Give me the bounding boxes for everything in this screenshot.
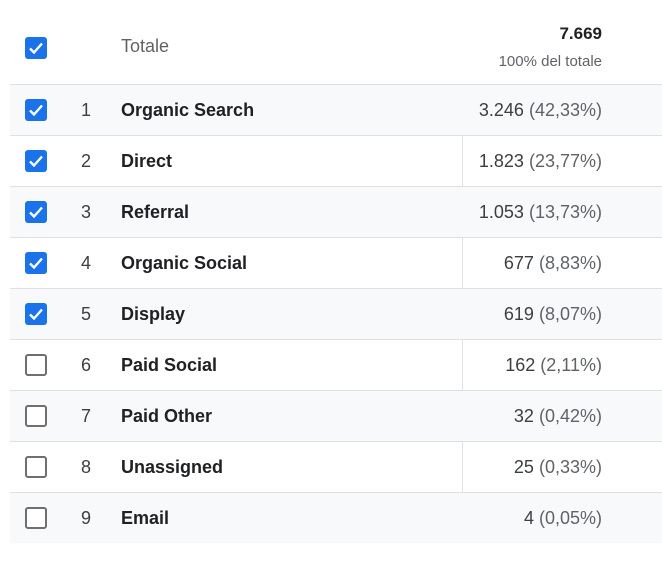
table-row: 2 Direct 1.823 (23,77%) xyxy=(10,135,662,186)
total-percent-label: 100% del totale xyxy=(498,53,602,70)
value-number: 4 xyxy=(523,508,534,528)
column-divider xyxy=(462,0,463,542)
table-row: 5 Display 619 (8,07%) xyxy=(10,288,662,339)
row-checkbox[interactable] xyxy=(25,150,47,172)
channel-label: Paid Other xyxy=(121,406,213,426)
row-rank: 6 xyxy=(80,355,91,375)
row-checkbox[interactable] xyxy=(25,405,47,427)
total-value: 7.669 xyxy=(559,24,602,43)
checkmark-icon xyxy=(29,155,43,168)
value-number: 677 xyxy=(503,253,534,273)
checkmark-icon xyxy=(29,257,43,270)
table-header-row: Totale 7.669 100% del totale xyxy=(10,0,662,84)
channel-value: 1.823 (23,77%) xyxy=(479,136,602,187)
value-percent: (2,11%) xyxy=(540,355,602,375)
channel-value: 25 (0,33%) xyxy=(514,442,602,493)
channel-label: Organic Search xyxy=(121,100,255,120)
channel-value: 32 (0,42%) xyxy=(514,391,602,442)
value-percent: (0,42%) xyxy=(538,406,602,426)
checkmark-icon xyxy=(29,206,43,219)
value-number: 1.823 xyxy=(478,151,524,171)
value-percent: (23,77%) xyxy=(528,151,602,171)
value-number: 162 xyxy=(505,355,536,375)
row-checkbox[interactable] xyxy=(25,303,47,325)
channel-value: 619 (8,07%) xyxy=(504,289,602,340)
channel-label: Unassigned xyxy=(121,457,224,477)
table-row: 3 Referral 1.053 (13,73%) xyxy=(10,186,662,237)
table-row: 6 Paid Social 162 (2,11%) xyxy=(10,339,662,390)
value-percent: (8,07%) xyxy=(538,304,602,324)
value-number: 1.053 xyxy=(478,202,524,222)
row-rank: 4 xyxy=(80,253,91,273)
value-number: 3.246 xyxy=(478,100,524,120)
row-rank: 2 xyxy=(80,151,91,171)
channel-value: 1.053 (13,73%) xyxy=(479,187,602,238)
channel-label: Referral xyxy=(121,202,190,222)
channel-value: 3.246 (42,33%) xyxy=(479,85,602,136)
channel-table: Totale 7.669 100% del totale 1 Organic S… xyxy=(10,0,662,543)
table-row: 1 Organic Search 3.246 (42,33%) xyxy=(10,84,662,135)
table-row: 8 Unassigned 25 (0,33%) xyxy=(10,441,662,492)
row-checkbox[interactable] xyxy=(25,507,47,529)
row-checkbox[interactable] xyxy=(25,201,47,223)
channel-value: 677 (8,83%) xyxy=(504,238,602,289)
checkmark-icon xyxy=(29,104,43,117)
row-checkbox[interactable] xyxy=(25,354,47,376)
value-percent: (13,73%) xyxy=(528,202,602,222)
row-rank: 1 xyxy=(80,100,91,120)
table-row: 9 Email 4 (0,05%) xyxy=(10,492,662,543)
row-rank: 8 xyxy=(80,457,91,477)
row-checkbox[interactable] xyxy=(25,252,47,274)
value-percent: (0,05%) xyxy=(538,508,602,528)
row-rank: 3 xyxy=(80,202,91,222)
value-number: 25 xyxy=(513,457,534,477)
value-percent: (42,33%) xyxy=(528,100,602,120)
row-rank: 9 xyxy=(80,508,91,528)
checkmark-icon xyxy=(29,42,43,55)
table-row: 4 Organic Social 677 (8,83%) xyxy=(10,237,662,288)
channel-label: Paid Social xyxy=(121,355,218,375)
channel-label: Display xyxy=(121,304,186,324)
row-checkbox[interactable] xyxy=(25,456,47,478)
checkmark-icon xyxy=(29,308,43,321)
value-number: 32 xyxy=(513,406,534,426)
row-checkbox[interactable] xyxy=(25,99,47,121)
channel-label: Organic Social xyxy=(121,253,248,273)
table-row: 7 Paid Other 32 (0,42%) xyxy=(10,390,662,441)
total-label: Totale xyxy=(121,36,170,56)
channel-value: 4 (0,05%) xyxy=(524,493,602,544)
value-percent: (0,33%) xyxy=(538,457,602,477)
value-number: 619 xyxy=(503,304,534,324)
channel-label: Email xyxy=(121,508,170,528)
row-rank: 7 xyxy=(80,406,91,426)
select-all-checkbox[interactable] xyxy=(25,37,47,59)
channel-value: 162 (2,11%) xyxy=(505,340,602,391)
channel-label: Direct xyxy=(121,151,173,171)
row-rank: 5 xyxy=(80,304,91,324)
value-percent: (8,83%) xyxy=(538,253,602,273)
